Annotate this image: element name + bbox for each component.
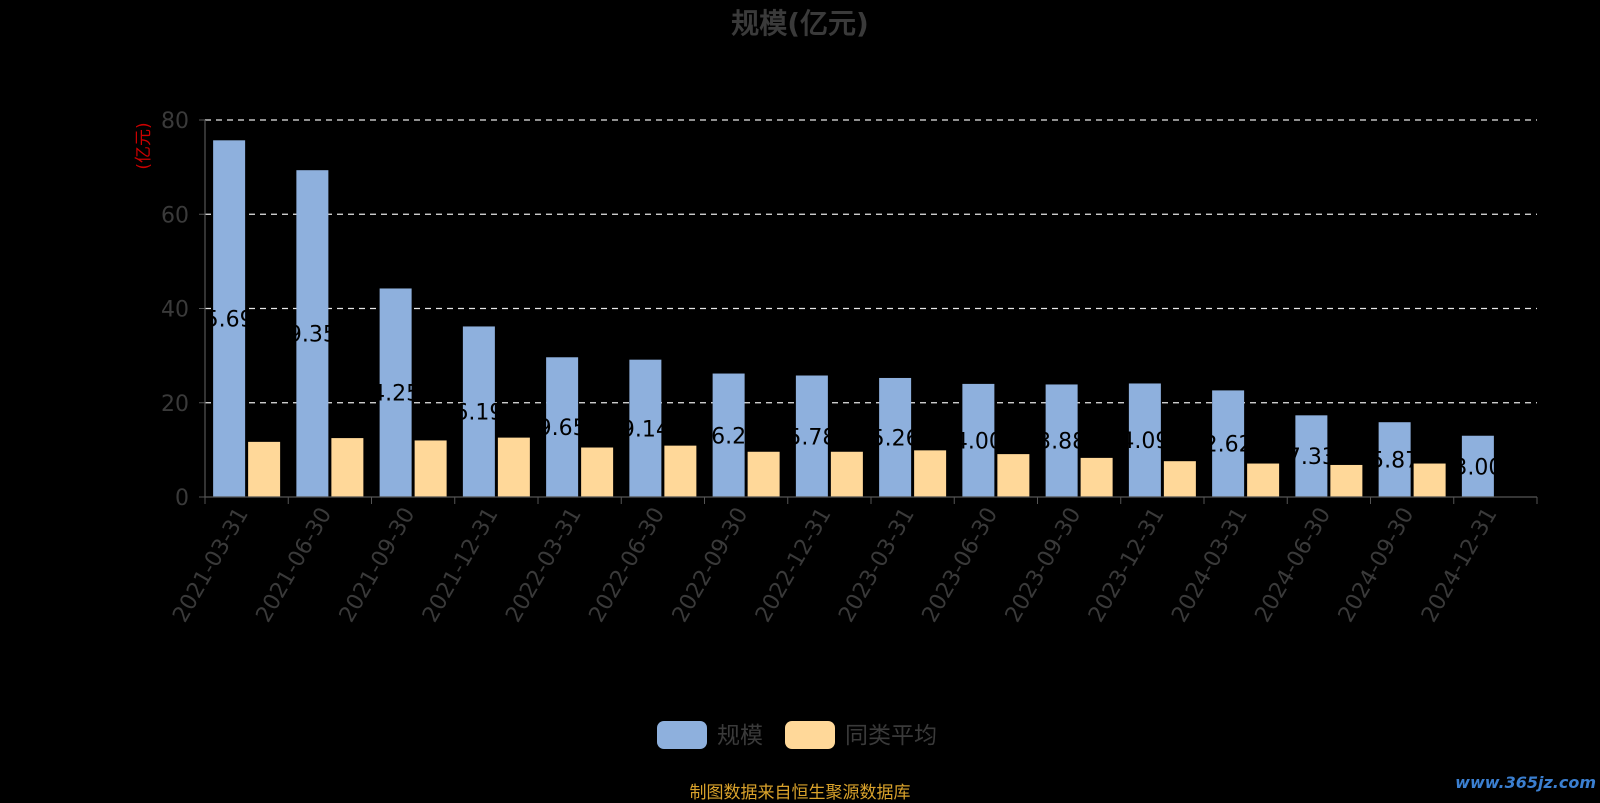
bar-category-average [581,447,614,497]
bar-scale [795,375,828,497]
chart-title: 规模(亿元) [731,7,869,40]
bar-scale [1128,383,1161,497]
y-axis: 0 20 40 60 80 [161,109,206,511]
bar-data-label: 3.00 [1453,455,1502,480]
x-tick-label: 2024-06-30 [1250,504,1336,627]
bar-data-label: 5.78 [787,425,836,450]
x-tick-label: 2021-12-31 [418,504,504,627]
x-tick-label: 2023-12-31 [1084,504,1170,627]
x-tick-label: 2023-06-30 [917,504,1003,627]
bars: 5.69 9.35 4.25 6.19 9.65 9.14 6.2 5.78 5.26 4.00 3… [205,140,1502,498]
x-tick-label: 2021-06-30 [251,504,337,627]
x-tick-label: 2023-03-31 [834,504,920,627]
bar-scale [712,373,745,497]
bar-category-average [1330,464,1363,497]
legend-label: 规模 [717,723,763,749]
bar-scale [379,288,412,497]
bar-category-average [1247,463,1280,497]
bar-data-label: 9.65 [538,416,587,441]
bar-data-label: 4.00 [954,429,1003,454]
bar-data-label: 2.62 [1204,433,1253,458]
legend-swatch [657,721,707,749]
bar-category-average [914,450,947,497]
y-tick-label: 20 [161,392,189,417]
bar-category-average [747,451,780,497]
bar-scale [629,359,662,497]
legend-item[interactable]: 同类平均 [785,721,937,749]
bar-scale [1378,422,1411,497]
gridlines [205,119,1537,404]
x-tick-label: 2024-12-31 [1417,504,1503,627]
y-tick-label: 60 [161,203,189,228]
bar-category-average [997,454,1030,497]
bar-data-label: 6.19 [454,401,503,426]
bar-scale [1045,384,1078,497]
bar-category-average [1080,457,1113,497]
bar-category-average [331,438,364,497]
x-tick-label: 2024-03-31 [1167,504,1253,627]
bar-category-average [830,451,863,497]
bar-scale [1295,415,1328,497]
x-tick-label: 2022-03-31 [501,504,587,627]
y-tick-label: 40 [161,298,189,323]
x-tick-label: 2021-03-31 [168,504,254,627]
bar-scale [462,326,495,497]
bar-category-average [1163,461,1196,497]
bar-category-average [414,440,447,497]
bar-category-average [248,441,281,497]
bar-data-label: 4.09 [1120,429,1169,454]
x-tick-label: 2021-09-30 [335,504,421,627]
x-tick-label: 2023-09-30 [1001,504,1087,627]
legend-item[interactable]: 规模 [657,721,763,749]
legend-label: 同类平均 [845,723,937,749]
bar-scale [962,383,995,497]
watermark: www.365jz.com [1455,773,1596,792]
bar-scale [213,140,246,497]
x-axis: 2021-03-312021-06-302021-09-302021-12-31… [168,496,1538,627]
y-tick-label: 0 [175,486,189,511]
bar-scale [879,377,912,497]
bar-data-label: 4.25 [371,382,420,407]
legend[interactable]: 规模 同类平均 [657,721,937,749]
bar-data-label: 9.14 [621,417,670,442]
x-tick-label: 2022-06-30 [584,504,670,627]
y-axis-label: (亿元) [134,122,154,169]
x-tick-label: 2024-09-30 [1334,504,1420,627]
legend-swatch [785,721,835,749]
bar-data-label: 7.33 [1287,445,1336,470]
bar-scale [1461,435,1494,497]
bar-data-label: 9.35 [288,323,337,348]
bar-category-average [1413,463,1446,497]
y-tick-label: 80 [161,109,189,134]
bar-scale [1212,390,1245,497]
x-tick-label: 2022-12-31 [751,504,837,627]
x-tick-label: 2022-09-30 [668,504,754,627]
bar-category-average [497,437,530,497]
bar-data-label: 6.2 [711,424,746,449]
bar-data-label: 5.26 [871,426,920,451]
bar-category-average [664,445,697,497]
bar-data-label: 5.69 [205,308,254,333]
source-footer: 制图数据来自恒生聚源数据库 [689,783,911,803]
bar-scale [546,357,579,497]
bar-scale [296,170,329,498]
bar-data-label: 5.87 [1370,449,1419,474]
bar-data-label: 3.88 [1037,430,1086,455]
